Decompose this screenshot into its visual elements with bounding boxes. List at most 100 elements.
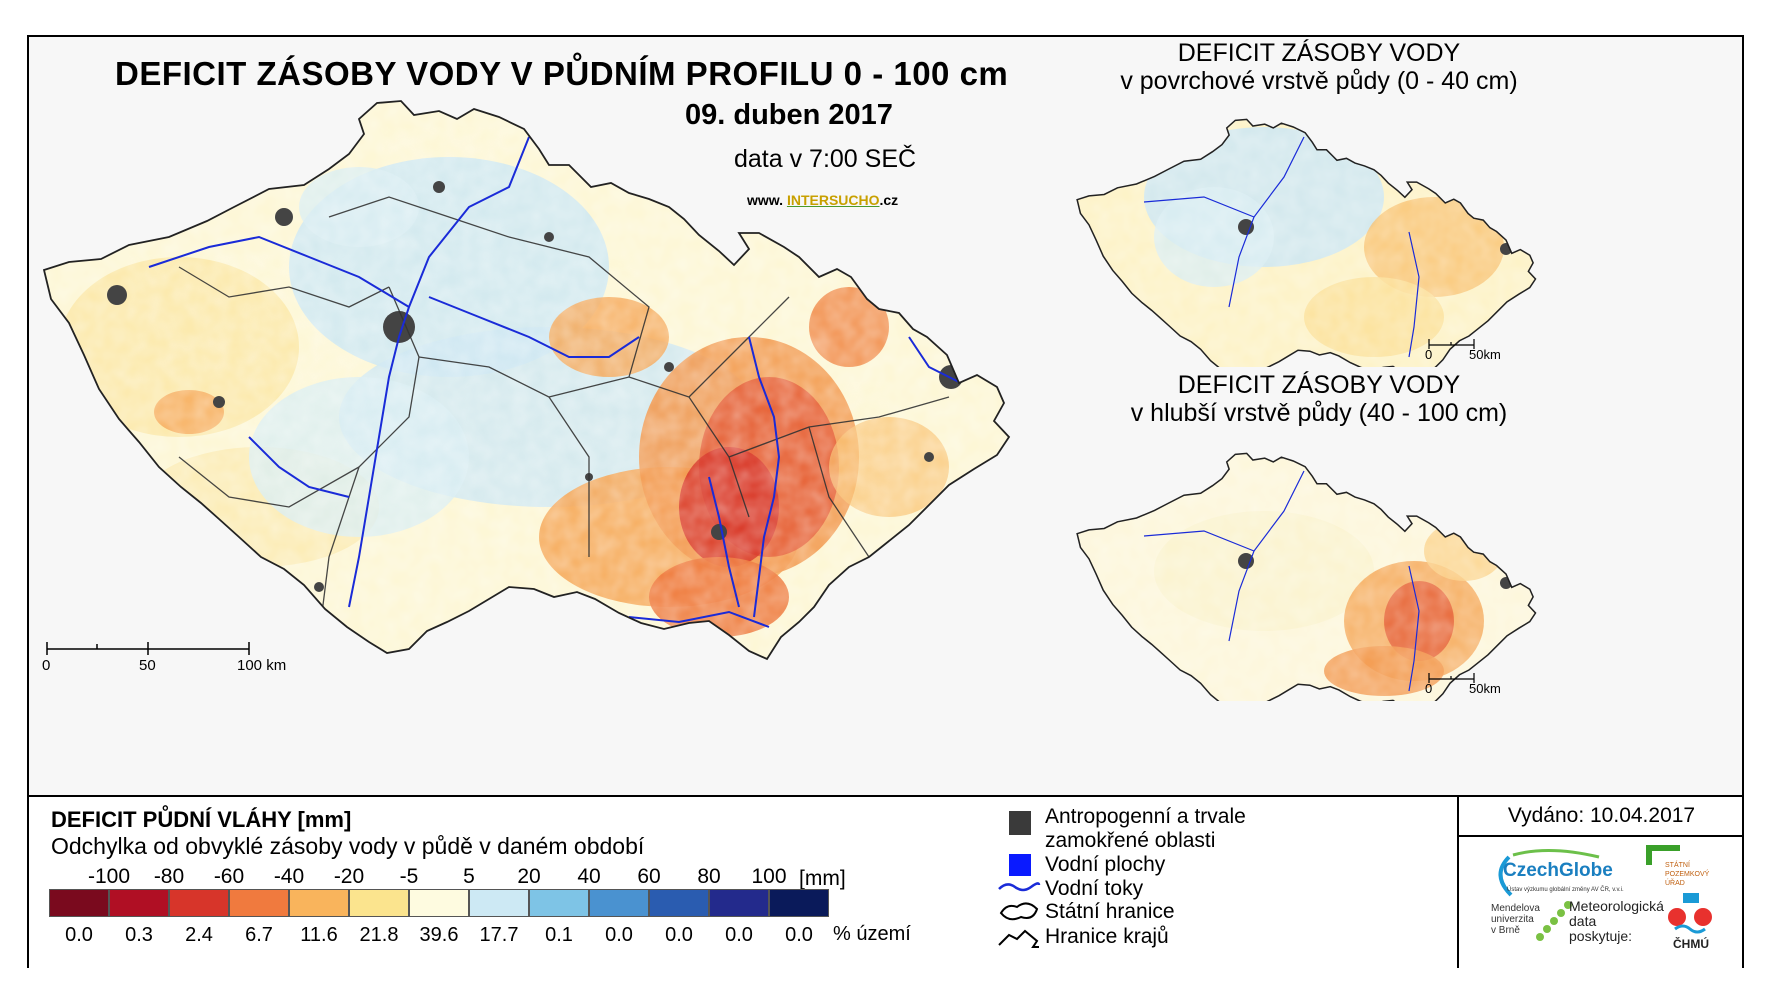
legend-class-label: -40 xyxy=(273,865,305,888)
legend-swatch xyxy=(649,889,709,917)
mendel-label-line3: v Brně xyxy=(1491,925,1520,936)
legend-swatch xyxy=(529,889,589,917)
spu-label-line1: STÁTNÍ xyxy=(1665,862,1690,869)
legend-swatch xyxy=(769,889,829,917)
main-map-date: 09. duben 2017 xyxy=(685,99,893,131)
spu-label: STÁTNÍ POZEMKOVÝ ÚŘAD xyxy=(1665,861,1709,888)
inset-top-scale-0: 0 xyxy=(1425,347,1433,362)
region-border-label: Hranice krajů xyxy=(1045,925,1169,948)
legend-swatch xyxy=(229,889,289,917)
legend-class-label: 80 xyxy=(697,865,721,888)
legend-class-label: -5 xyxy=(399,865,419,888)
legend-pct-label: 0.0 xyxy=(785,924,813,946)
main-map-time: data v 7:00 SEČ xyxy=(734,145,917,173)
legend-bar: DEFICIT PŮDNÍ VLÁHY [mm] Odchylka od obv… xyxy=(29,795,1744,968)
czechglobe-logo xyxy=(1498,849,1600,897)
meteo-label-line2: data xyxy=(1569,913,1597,929)
anthropogenic-label: Antropogenní a trvale zamokřené oblasti xyxy=(1045,805,1246,853)
legend-swatch xyxy=(49,889,109,917)
main-scalebar xyxy=(46,642,250,655)
spu-label-line2: POZEMKOVÝ xyxy=(1665,871,1710,878)
web-suffix: .cz xyxy=(879,192,899,208)
anthropogenic-label-line1: Antropogenní a trvale xyxy=(1045,805,1246,828)
legend-swatch xyxy=(109,889,169,917)
water-body-symbol xyxy=(1009,854,1031,876)
inset-bottom-map xyxy=(1076,452,1537,701)
main-map-title: DEFICIT ZÁSOBY VODY V PŮDNÍM PROFILU 0 -… xyxy=(115,55,1009,92)
legend-pct-label: 6.7 xyxy=(245,924,273,946)
legend-pct-label: 0.0 xyxy=(605,924,633,946)
state-border-symbol xyxy=(999,902,1039,921)
inset-bottom-title-line2: v hlubší vrstvě půdy (40 - 100 cm) xyxy=(1130,399,1508,427)
legend-swatch xyxy=(289,889,349,917)
legend-swatch xyxy=(409,889,469,917)
meteo-label-line3: poskytuje: xyxy=(1569,928,1633,944)
legend-swatch xyxy=(589,889,649,917)
legend-pct-label: 0.0 xyxy=(725,924,753,946)
legend-class-label: -60 xyxy=(213,865,245,888)
legend-pct-label: 17.7 xyxy=(479,924,519,946)
chmu-label: ČHMÚ xyxy=(1673,937,1709,951)
main-scale-50: 50 xyxy=(139,657,156,674)
legend-class-label: -80 xyxy=(153,865,185,888)
inset-top-title-line1: DEFICIT ZÁSOBY VODY xyxy=(1177,39,1461,67)
anthropogenic-label-line2: zamokřené oblasti xyxy=(1045,829,1216,852)
main-scale-0: 0 xyxy=(42,657,51,674)
legend-pct-label: 0.0 xyxy=(665,924,693,946)
line-symbols xyxy=(998,882,1041,948)
legend-pct-label: 0.1 xyxy=(545,924,573,946)
inset-bottom-scale-50: 50km xyxy=(1469,681,1501,696)
spu-logo-mark xyxy=(1646,845,1680,865)
legend-class-label: 40 xyxy=(577,865,601,888)
web-prefix: www. xyxy=(747,192,784,208)
czechglobe-subtitle: Ústav výzkumu globální změny AV ČR, v.v.… xyxy=(1507,887,1624,893)
legend-swatch xyxy=(469,889,529,917)
legend-pct-label: 11.6 xyxy=(300,924,338,946)
anthropogenic-symbol xyxy=(1009,811,1031,835)
legend-pct-label: 39.6 xyxy=(419,924,459,946)
map-frame: DEFICIT ZÁSOBY VODY V PŮDNÍM PROFILU 0 -… xyxy=(27,35,1744,968)
meteo-label-line1: Meteorologická xyxy=(1569,898,1664,914)
inset-top-scale-50: 50km xyxy=(1469,347,1501,362)
czechglobe-name: CzechGlobe xyxy=(1503,860,1613,881)
legend-class-label: -100 xyxy=(87,865,131,888)
main-map xyxy=(42,100,1011,661)
legend-subtitle: Odchylka od obvyklé zásoby vody v půdě v… xyxy=(51,833,645,859)
map-area: DEFICIT ZÁSOBY VODY V PŮDNÍM PROFILU 0 -… xyxy=(29,37,1742,795)
issue-divider xyxy=(1459,835,1744,837)
main-scale-100: 100 km xyxy=(237,657,287,674)
inset-top-title: DEFICIT ZÁSOBY VODY v povrchové vrstvě p… xyxy=(1079,39,1559,95)
water-bodies-label: Vodní plochy xyxy=(1045,853,1166,876)
legend-title: DEFICIT PŮDNÍ VLÁHY [mm] xyxy=(51,807,352,832)
mendel-label: Mendelova univerzita v Brně xyxy=(1491,903,1540,936)
meteo-label: Meteorologická data poskytuje: xyxy=(1569,899,1664,944)
issued-date: Vydáno: 10.04.2017 xyxy=(1507,804,1696,827)
legend-class-label: -20 xyxy=(333,865,365,888)
chmu-logo xyxy=(1668,893,1712,934)
mendel-label-line2: univerzita xyxy=(1491,914,1534,925)
rivers-label: Vodní toky xyxy=(1045,877,1144,900)
legend-class-label: 20 xyxy=(517,865,541,888)
legend-class-label: 100 xyxy=(751,865,787,888)
intersucho-web: www. INTERSUCHO.cz xyxy=(747,192,898,208)
legend-class-label: 5 xyxy=(463,865,475,888)
mendel-logo xyxy=(1536,901,1572,941)
legend-pct-label: 2.4 xyxy=(185,924,213,946)
issue-box: Vydáno: 10.04.2017 CzechGlobe Ústav výzk… xyxy=(1457,797,1744,968)
legend-pct-label: 0.0 xyxy=(65,924,93,946)
legend-swatch xyxy=(349,889,409,917)
inset-top-map xyxy=(1076,118,1537,367)
legend-pct-label: 0.3 xyxy=(125,924,153,946)
river-symbol xyxy=(998,882,1041,892)
region-border-symbol xyxy=(998,929,1039,948)
legend-unit: [mm] xyxy=(799,867,846,890)
inset-top-title-line2: v povrchové vrstvě půdy (0 - 40 cm) xyxy=(1120,67,1518,95)
state-border-label: Státní hranice xyxy=(1045,900,1175,923)
inset-bottom-title-line1: DEFICIT ZÁSOBY VODY xyxy=(1177,371,1461,399)
web-highlight: INTERSUCHO xyxy=(786,192,880,208)
legend-pct-unit: % území xyxy=(833,923,911,945)
spu-label-line3: ÚŘAD xyxy=(1665,880,1685,887)
mendel-label-line1: Mendelova xyxy=(1491,903,1540,914)
legend-pct-label: 21.8 xyxy=(359,924,399,946)
legend-class-label: 60 xyxy=(637,865,661,888)
